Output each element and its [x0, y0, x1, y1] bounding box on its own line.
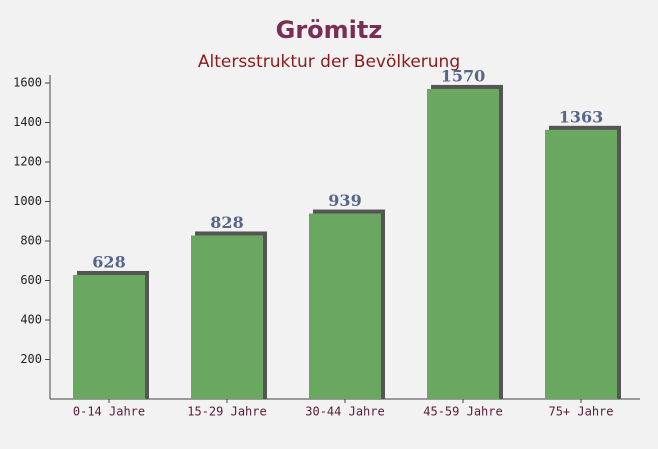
x-tick-label: 30-44 Jahre: [305, 405, 384, 419]
x-tick-label: 45-59 Jahre: [423, 405, 502, 419]
y-tick-label: 1000: [13, 194, 42, 208]
value-label: 1570: [441, 66, 486, 85]
bar: [73, 274, 145, 399]
value-label: 939: [328, 191, 361, 210]
bar: [427, 88, 499, 400]
y-tick-label: 800: [20, 234, 42, 248]
x-tick-label: 0-14 Jahre: [73, 405, 145, 419]
x-tick-label: 15-29 Jahre: [187, 405, 266, 419]
bar: [309, 213, 381, 399]
value-label: 628: [92, 252, 125, 271]
y-tick-label: 200: [20, 352, 42, 366]
y-tick-label: 600: [20, 273, 42, 287]
value-label: 828: [210, 213, 243, 232]
y-tick-label: 1200: [13, 155, 42, 169]
y-tick-label: 400: [20, 313, 42, 327]
x-tick-label: 75+ Jahre: [548, 405, 613, 419]
bar: [191, 235, 263, 399]
value-label: 1363: [559, 107, 604, 126]
y-tick-label: 1400: [13, 115, 42, 129]
chart-subtitle: Altersstruktur der Bevölkerung: [198, 52, 460, 72]
y-tick-label: 1600: [13, 76, 42, 90]
bar: [545, 129, 617, 399]
chart-title: Grömitz: [276, 16, 383, 44]
